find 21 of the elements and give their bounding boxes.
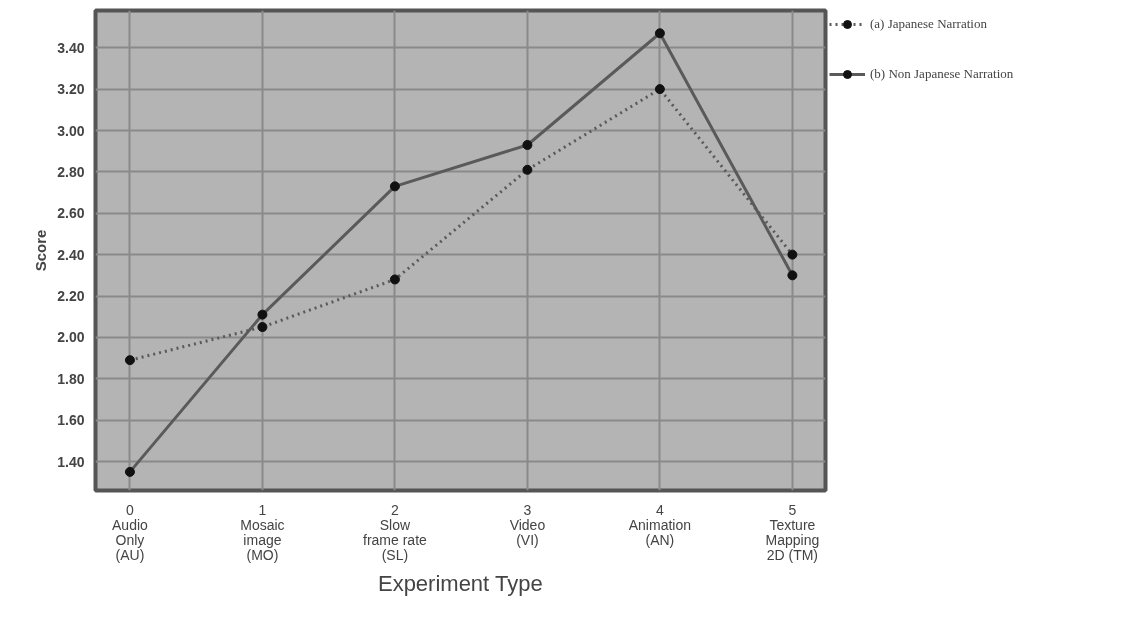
x-tick-label: 3 Video (VI) [509, 501, 546, 548]
y-tick-label: 2.20 [57, 288, 85, 305]
y-tick-label: 2.00 [57, 329, 85, 346]
x-tick-label: 0 Audio Only (AU) [112, 501, 149, 564]
y-tick-label: 2.60 [57, 205, 85, 222]
y-tick-label: 3.00 [57, 122, 85, 139]
x-tick-label: 2 Slow frame rate (SL) [363, 501, 428, 564]
legend-label: (a) Japanese Narration [870, 16, 987, 32]
x-tick-label: 4 Animation (AN) [628, 501, 692, 548]
y-tick-label: 2.40 [57, 246, 85, 263]
legend-label: (b) Non Japanese Narration [870, 66, 1014, 82]
y-tick-label: 3.40 [57, 39, 85, 56]
x-axis-title: Experiment Type [377, 571, 543, 597]
y-axis-title: Score [32, 229, 50, 272]
y-tick-label: 1.80 [57, 370, 85, 387]
y-tick-label: 3.20 [57, 81, 85, 98]
y-tick-label: 1.40 [57, 453, 85, 470]
y-tick-label: 2.80 [57, 163, 85, 180]
y-tick-label: 1.60 [57, 412, 85, 429]
x-tick-label: 1 Mosaic image (MO) [240, 501, 285, 564]
x-tick-label: 5 Texture Mapping 2D (TM) [765, 501, 820, 564]
